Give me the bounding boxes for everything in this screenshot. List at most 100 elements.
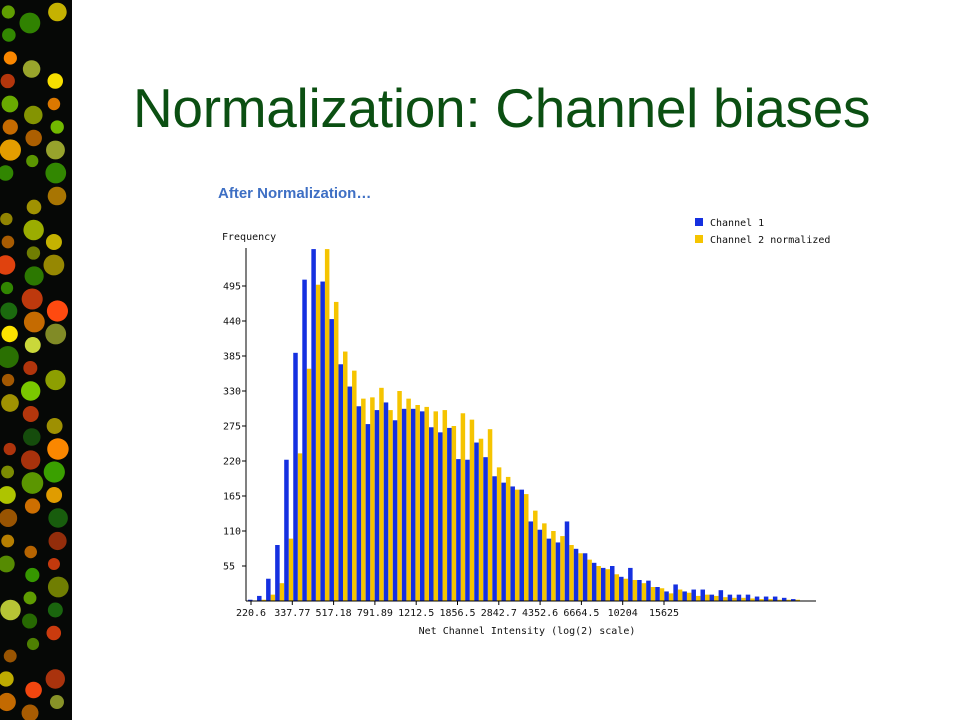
microarray-spot: [47, 73, 64, 89]
y-axis-ticks: 55 110 165 220 275 330 385 440 495: [223, 282, 246, 573]
microarray-spot: [1, 235, 15, 249]
microarray-spot: [19, 12, 41, 34]
channel-2-bar: [587, 559, 592, 601]
y-tick-label: 165: [223, 492, 241, 503]
channel-1-bar: [573, 548, 579, 601]
y-tick-label: 220: [223, 457, 241, 468]
microarray-spot: [46, 418, 63, 434]
channel-1-bar: [329, 319, 334, 601]
microarray-spot: [21, 472, 44, 494]
legend-swatch-channel-2: [695, 235, 703, 243]
channel-2-bar: [514, 489, 520, 601]
channel-1-bar: [456, 459, 461, 601]
microarray-spot: [43, 461, 65, 483]
microarray-spots: [0, 2, 69, 720]
channel-1-bar: [410, 408, 416, 601]
channel-1-bar: [374, 410, 380, 601]
channel-1-bar: [664, 591, 669, 601]
microarray-spot: [26, 199, 42, 215]
microarray-spot: [1, 95, 19, 113]
channel-2-bar: [379, 387, 384, 601]
microarray-image: [0, 0, 72, 720]
x-tick-label: 337.77: [274, 608, 310, 619]
channel-1-bar: [646, 580, 651, 601]
channel-2-bar: [732, 597, 737, 601]
channel-1-bar: [537, 529, 543, 601]
channel-1-bar: [447, 427, 452, 601]
microarray-spot: [0, 281, 14, 295]
y-axis-label: Frequency: [222, 232, 276, 243]
microarray-spot: [46, 140, 65, 160]
channel-2-bar: [343, 351, 348, 601]
channel-1-bar: [781, 597, 787, 601]
channel-1-bar: [754, 596, 760, 601]
microarray-spot: [22, 613, 38, 629]
channel-2-bar: [750, 598, 755, 601]
channel-1-bar: [302, 279, 307, 601]
channel-2-bar: [261, 599, 267, 601]
channel-1-bar: [727, 594, 733, 601]
channel-1-bar: [709, 594, 715, 601]
channel-1-bar: [510, 486, 515, 601]
microarray-spot: [47, 97, 61, 111]
microarray-spot: [45, 369, 66, 391]
channel-2-bar: [668, 593, 674, 601]
channel-2-bar: [505, 476, 511, 601]
microarray-spot: [0, 255, 16, 275]
microarray-spot: [20, 450, 41, 470]
microarray-spot: [46, 625, 62, 641]
channel-1-bar: [700, 589, 705, 601]
channel-2-bar: [361, 398, 366, 601]
x-tick-label: 6664.5: [563, 608, 599, 619]
channel-1-bar: [555, 542, 561, 601]
channel-2-bar: [705, 594, 710, 601]
microarray-spot: [3, 442, 16, 456]
channel-2-bar: [352, 370, 357, 601]
channel-1-bar: [546, 538, 552, 601]
microarray-spot: [45, 323, 67, 345]
microarray-spot: [23, 311, 45, 333]
channel-1-bar: [483, 457, 488, 601]
channel-2-bar: [759, 599, 764, 601]
legend-swatch-channel-1: [695, 218, 703, 226]
channel-1-bar: [275, 545, 280, 601]
channel-2-bar: [442, 410, 448, 601]
channel-2-bar: [596, 566, 601, 601]
microarray-spot: [3, 51, 17, 65]
microarray-spot: [46, 300, 69, 322]
legend-label-channel-1: Channel 1: [710, 218, 764, 229]
channel-2-bar: [768, 599, 773, 601]
microarray-spot: [47, 438, 69, 460]
channel-1-bar: [682, 591, 687, 601]
microarray-spot: [26, 154, 39, 168]
channel-2-bar: [451, 426, 457, 601]
microarray-spot: [23, 219, 44, 241]
x-tick-label: 10204: [608, 608, 638, 619]
microarray-spot: [23, 360, 38, 376]
x-tick-label: 220.6: [236, 608, 266, 619]
microarray-spot: [0, 212, 13, 226]
microarray-spot: [24, 498, 41, 514]
y-tick-label: 440: [223, 317, 241, 328]
y-tick-label: 385: [223, 352, 241, 363]
channel-1-bar: [356, 406, 362, 601]
microarray-spot: [24, 337, 41, 353]
y-tick-label: 55: [223, 562, 235, 573]
microarray-spot: [0, 508, 18, 528]
channel-2-bar: [524, 494, 529, 601]
channel-1-bar: [673, 584, 678, 601]
channel-1-bar: [465, 459, 470, 601]
channel-2-bar: [306, 368, 312, 601]
channel-1-bar: [248, 599, 253, 601]
channel-2-bar: [279, 583, 285, 601]
microarray-spot: [22, 60, 41, 78]
microarray-spot: [45, 669, 65, 689]
channel-1-bar: [519, 489, 524, 601]
microarray-spot: [46, 487, 63, 503]
microarray-spot: [0, 165, 14, 181]
channel-2-bar: [695, 595, 701, 601]
channel-1-bar: [492, 476, 497, 601]
channel-2-bar: [578, 553, 583, 601]
microarray-spot: [20, 381, 41, 401]
microarray-spot: [0, 671, 14, 687]
